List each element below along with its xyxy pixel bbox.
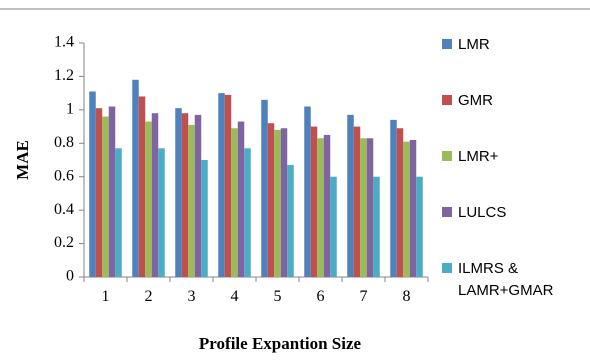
x-axis-label: Profile Expantion Size [199,334,362,353]
y-tick-label: 0.8 [54,134,74,151]
legend-label: LMR+ [458,148,499,165]
legend: LMR GMR LMR+ LULCS ILMRS & LAMR+GMAR [442,36,554,299]
bar-ilmrs-lamr-gmar-8 [416,176,423,277]
x-tick-label: 2 [145,288,153,305]
bar-lmr--2 [145,121,152,277]
bar-lmr-3 [175,108,182,277]
legend-label: ILMRS & LAMR+GMAR [458,260,554,299]
bar-lmr--1 [102,116,109,278]
legend-swatch [442,263,452,273]
bar-gmr-1 [95,108,103,277]
y-tick-label: 0 [66,268,74,285]
bar-gmr-5 [267,123,275,277]
bar-lulcs-5 [280,128,288,277]
bar-gmr-2 [138,96,146,277]
bar-lulcs-4 [237,121,245,277]
bar-gmr-4 [224,94,232,277]
y-axis-label: MAE [13,140,32,180]
bar-lmr--4 [231,128,238,277]
bar-lmr-1 [89,91,96,277]
y-tick-label: 1.4 [54,34,74,51]
bar-lulcs-2 [151,113,159,277]
x-tick-label: 6 [317,288,325,305]
legend-swatch [442,207,452,217]
x-tick-label: 5 [274,288,282,305]
bar-lmr-7 [347,114,354,277]
bar-lmr--8 [403,141,410,277]
y-tick-label: 0.4 [54,201,74,218]
bar-lmr-4 [218,93,225,278]
bar-lmr-2 [132,79,139,278]
plot-area: 0 0.2 0.4 0.6 0.8 1 1.2 1.4 1 2 3 4 5 6 7 8 [54,34,429,305]
legend-swatch [442,95,452,105]
legend-label: GMR [458,92,493,109]
y-tick-label: 0.6 [54,167,74,184]
bar-ilmrs-lamr-gmar-4 [244,148,251,277]
bar-lulcs-1 [108,106,116,277]
bar-gmr-3 [181,113,189,277]
bar-ilmrs-lamr-gmar-6 [330,176,337,277]
bar-lmr-5 [261,99,268,277]
bar-ilmrs-lamr-gmar-5 [287,165,294,277]
legend-swatch [442,39,452,49]
bar-gmr-7 [353,126,361,277]
bar-lulcs-6 [323,134,331,277]
bar-lmr--5 [274,129,281,277]
x-tick-label: 7 [360,288,368,305]
legend-label: LULCS [458,204,506,221]
x-tick-label: 8 [403,288,411,305]
bar-lmr--7 [360,138,367,277]
y-tick-label: 1 [66,101,74,118]
x-tick-label: 3 [188,288,196,305]
bar-lmr-6 [304,106,311,277]
bar-lmr--3 [188,124,195,278]
x-tick-label: 4 [231,288,239,305]
bar-ilmrs-lamr-gmar-1 [115,148,122,277]
y-tick-label: 1.2 [54,67,74,84]
bar-gmr-6 [310,126,318,277]
bar-gmr-8 [396,128,404,277]
legend-label: LMR [458,36,490,53]
bar-ilmrs-lamr-gmar-7 [373,176,380,277]
bar-lulcs-7 [366,138,374,277]
bar-lmr-8 [390,119,397,277]
legend-swatch [442,151,452,161]
bar-lulcs-3 [194,114,202,277]
bar-lulcs-8 [409,139,417,277]
x-tick-label: 1 [102,288,110,305]
bar-lmr--6 [317,138,324,277]
bar-ilmrs-lamr-gmar-2 [158,148,165,277]
bar-ilmrs-lamr-gmar-3 [201,160,208,277]
y-tick-label: 0.2 [54,234,74,251]
